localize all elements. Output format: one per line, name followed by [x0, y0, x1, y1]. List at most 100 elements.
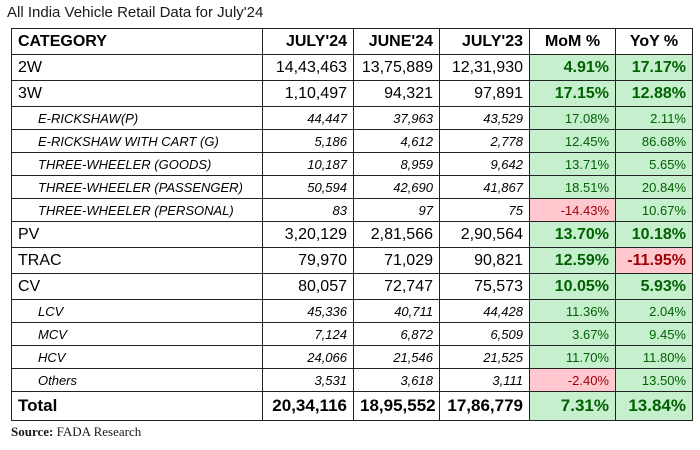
- mom-cell: 7.31%: [529, 391, 616, 421]
- table-title: All India Vehicle Retail Data for July'2…: [7, 4, 264, 21]
- category-cell: CV: [11, 273, 263, 300]
- june24-cell: 37,963: [353, 106, 440, 130]
- july23-cell: 44,428: [439, 299, 530, 323]
- july24-cell: 10,187: [262, 152, 354, 176]
- june24-cell: 18,95,552: [353, 391, 440, 421]
- category-cell: HCV: [11, 345, 263, 369]
- category-cell: THREE-WHEELER (PERSONAL): [11, 198, 263, 222]
- table-row: TRAC 79,970 71,029 90,821 12.59% -11.95%: [11, 247, 693, 274]
- yoy-cell: 20.84%: [615, 175, 693, 199]
- category-cell: Total: [11, 391, 263, 421]
- header-june24: JUNE'24: [353, 28, 440, 55]
- july23-cell: 9,642: [439, 152, 530, 176]
- category-cell: LCV: [11, 299, 263, 323]
- category-cell: 3W: [11, 80, 263, 107]
- july23-cell: 2,90,564: [439, 221, 530, 248]
- yoy-cell: 5.65%: [615, 152, 693, 176]
- yoy-cell: 2.04%: [615, 299, 693, 323]
- source-label: Source:: [11, 424, 54, 439]
- header-row: CATEGORY JULY'24 JUNE'24 JULY'23 MoM % Y…: [11, 28, 693, 55]
- july23-cell: 97,891: [439, 80, 530, 107]
- july23-cell: 41,867: [439, 175, 530, 199]
- header-yoy: YoY %: [615, 28, 693, 55]
- june24-cell: 4,612: [353, 129, 440, 153]
- june24-cell: 6,872: [353, 322, 440, 346]
- yoy-cell: 9.45%: [615, 322, 693, 346]
- table-row: E-RICKSHAW WITH CART (G) 5,186 4,612 2,778 1…: [11, 129, 693, 153]
- mom-cell: 12.45%: [529, 129, 616, 153]
- mom-cell: 12.59%: [529, 247, 616, 274]
- source-text: FADA Research: [56, 424, 142, 439]
- july24-cell: 83: [262, 198, 354, 222]
- july24-cell: 3,531: [262, 368, 354, 392]
- table-row: MCV 7,124 6,872 6,509 3.67% 9.45%: [11, 322, 693, 346]
- july24-cell: 7,124: [262, 322, 354, 346]
- july23-cell: 75,573: [439, 273, 530, 300]
- table-row: 3W 1,10,497 94,321 97,891 17.15% 12.88%: [11, 80, 693, 107]
- june24-cell: 3,618: [353, 368, 440, 392]
- mom-cell: 13.71%: [529, 152, 616, 176]
- july24-cell: 24,066: [262, 345, 354, 369]
- mom-cell: 17.08%: [529, 106, 616, 130]
- june24-cell: 97: [353, 198, 440, 222]
- july24-cell: 5,186: [262, 129, 354, 153]
- table-row: E-RICKSHAW(P) 44,447 37,963 43,529 17.08% 2.1…: [11, 106, 693, 130]
- mom-cell: 4.91%: [529, 54, 616, 81]
- july24-cell: 45,336: [262, 299, 354, 323]
- mom-cell: 10.05%: [529, 273, 616, 300]
- mom-cell: 17.15%: [529, 80, 616, 107]
- july24-cell: 44,447: [262, 106, 354, 130]
- header-mom: MoM %: [529, 28, 616, 55]
- yoy-cell: 17.17%: [615, 54, 693, 81]
- july24-cell: 3,20,129: [262, 221, 354, 248]
- june24-cell: 42,690: [353, 175, 440, 199]
- category-cell: Others: [11, 368, 263, 392]
- table-row: THREE-WHEELER (GOODS) 10,187 8,959 9,642 13.…: [11, 152, 693, 176]
- july23-cell: 17,86,779: [439, 391, 530, 421]
- category-cell: MCV: [11, 322, 263, 346]
- vehicle-retail-table: CATEGORY JULY'24 JUNE'24 JULY'23 MoM % Y…: [11, 28, 693, 421]
- category-cell: THREE-WHEELER (GOODS): [11, 152, 263, 176]
- table-row: LCV 45,336 40,711 44,428 11.36% 2.04%: [11, 299, 693, 323]
- table-row: Total 20,34,116 18,95,552 17,86,779 7.31% 13.…: [11, 391, 693, 421]
- yoy-cell: 12.88%: [615, 80, 693, 107]
- yoy-cell: 13.50%: [615, 368, 693, 392]
- yoy-cell: 10.18%: [615, 221, 693, 248]
- july23-cell: 21,525: [439, 345, 530, 369]
- mom-cell: 11.36%: [529, 299, 616, 323]
- table-row: THREE-WHEELER (PASSENGER) 50,594 42,690 41,…: [11, 175, 693, 199]
- july24-cell: 14,43,463: [262, 54, 354, 81]
- category-cell: TRAC: [11, 247, 263, 274]
- july24-cell: 1,10,497: [262, 80, 354, 107]
- yoy-cell: 2.11%: [615, 106, 693, 130]
- july23-cell: 3,111: [439, 368, 530, 392]
- yoy-cell: 11.80%: [615, 345, 693, 369]
- july23-cell: 2,778: [439, 129, 530, 153]
- source-note: Source: FADA Research: [11, 424, 141, 440]
- yoy-cell: 86.68%: [615, 129, 693, 153]
- june24-cell: 40,711: [353, 299, 440, 323]
- table-row: THREE-WHEELER (PERSONAL) 83 97 75 -14.43% 10.…: [11, 198, 693, 222]
- july23-cell: 6,509: [439, 322, 530, 346]
- table-row: Others 3,531 3,618 3,111 -2.40% 13.50%: [11, 368, 693, 392]
- july23-cell: 12,31,930: [439, 54, 530, 81]
- category-cell: 2W: [11, 54, 263, 81]
- july23-cell: 75: [439, 198, 530, 222]
- june24-cell: 21,546: [353, 345, 440, 369]
- mom-cell: 11.70%: [529, 345, 616, 369]
- june24-cell: 94,321: [353, 80, 440, 107]
- mom-cell: 18.51%: [529, 175, 616, 199]
- mom-cell: -14.43%: [529, 198, 616, 222]
- july24-cell: 79,970: [262, 247, 354, 274]
- yoy-cell: -11.95%: [615, 247, 693, 274]
- yoy-cell: 5.93%: [615, 273, 693, 300]
- yoy-cell: 10.67%: [615, 198, 693, 222]
- june24-cell: 13,75,889: [353, 54, 440, 81]
- table-row: PV 3,20,129 2,81,566 2,90,564 13.70% 10.18%: [11, 221, 693, 248]
- mom-cell: 13.70%: [529, 221, 616, 248]
- category-cell: THREE-WHEELER (PASSENGER): [11, 175, 263, 199]
- june24-cell: 71,029: [353, 247, 440, 274]
- july23-cell: 43,529: [439, 106, 530, 130]
- table-row: HCV 24,066 21,546 21,525 11.70% 11.80%: [11, 345, 693, 369]
- june24-cell: 72,747: [353, 273, 440, 300]
